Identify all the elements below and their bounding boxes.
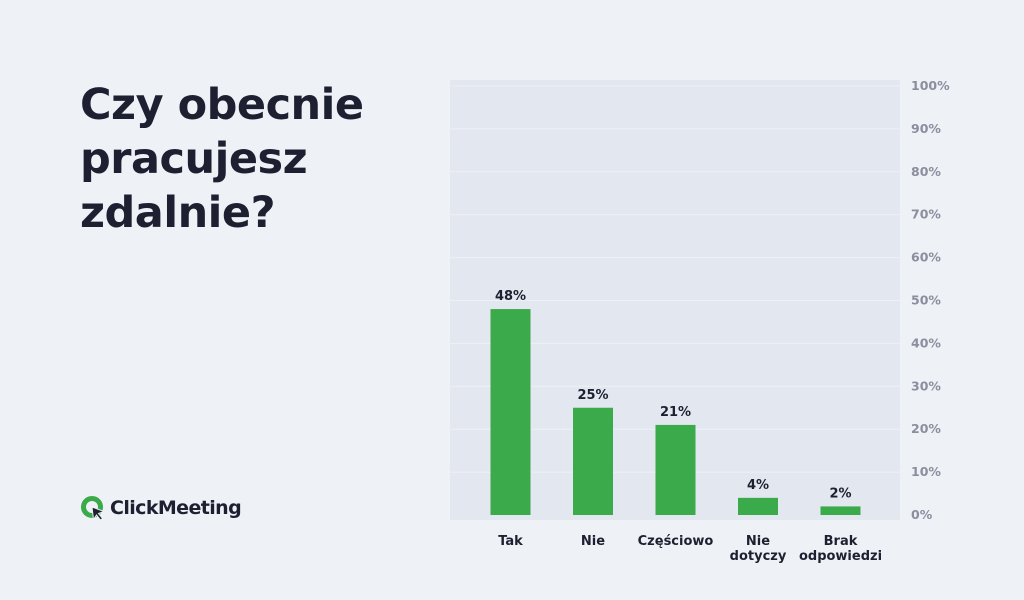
bar-data-label: 25% (577, 388, 608, 403)
x-category-label: Tak (498, 534, 523, 549)
y-tick-label: 30% (911, 378, 941, 393)
y-tick-label: 10% (911, 464, 941, 479)
y-tick-label: 100% (911, 78, 950, 93)
y-tick-label: 70% (911, 207, 941, 222)
x-axis-labels: Tak Nie Częściowo Nie dotyczy Brak odpowiedzi (498, 534, 882, 564)
bar (820, 506, 861, 515)
bar (655, 424, 696, 515)
x-category-label: Brak odpowiedzi (799, 534, 882, 564)
x-category-label: Nie dotyczy (730, 534, 787, 564)
bar (573, 407, 613, 515)
clickmeeting-logo-icon (81, 496, 106, 521)
x-category-label: Częściowo (638, 534, 714, 549)
y-tick-label: 40% (911, 335, 941, 350)
bar-data-label: 21% (660, 405, 691, 420)
x-category-label: Nie (581, 534, 605, 549)
bar (490, 309, 531, 515)
bar-data-label: 2% (829, 486, 851, 501)
y-tick-label: 60% (911, 250, 941, 265)
bar-data-label: 48% (495, 289, 526, 304)
y-tick-label: 20% (911, 421, 941, 436)
y-tick-label: 0% (911, 507, 933, 522)
chart-title: Czy obecnie pracujesz zdalnie? (80, 80, 364, 238)
bars: 48% 25% 21% 4% 2% (490, 289, 861, 515)
bar (738, 497, 778, 515)
bar-data-label: 4% (747, 478, 769, 493)
y-tick-label: 50% (911, 293, 941, 308)
y-axis-ticks: 0% 10% 20% 30% 40% 50% 60% 70% 80% 90% 100% (911, 78, 950, 522)
y-tick-label: 90% (911, 121, 941, 136)
y-tick-label: 80% (911, 164, 941, 179)
clickmeeting-logo: ClickMeeting (80, 494, 242, 522)
clickmeeting-logo-text: ClickMeeting (110, 497, 242, 519)
